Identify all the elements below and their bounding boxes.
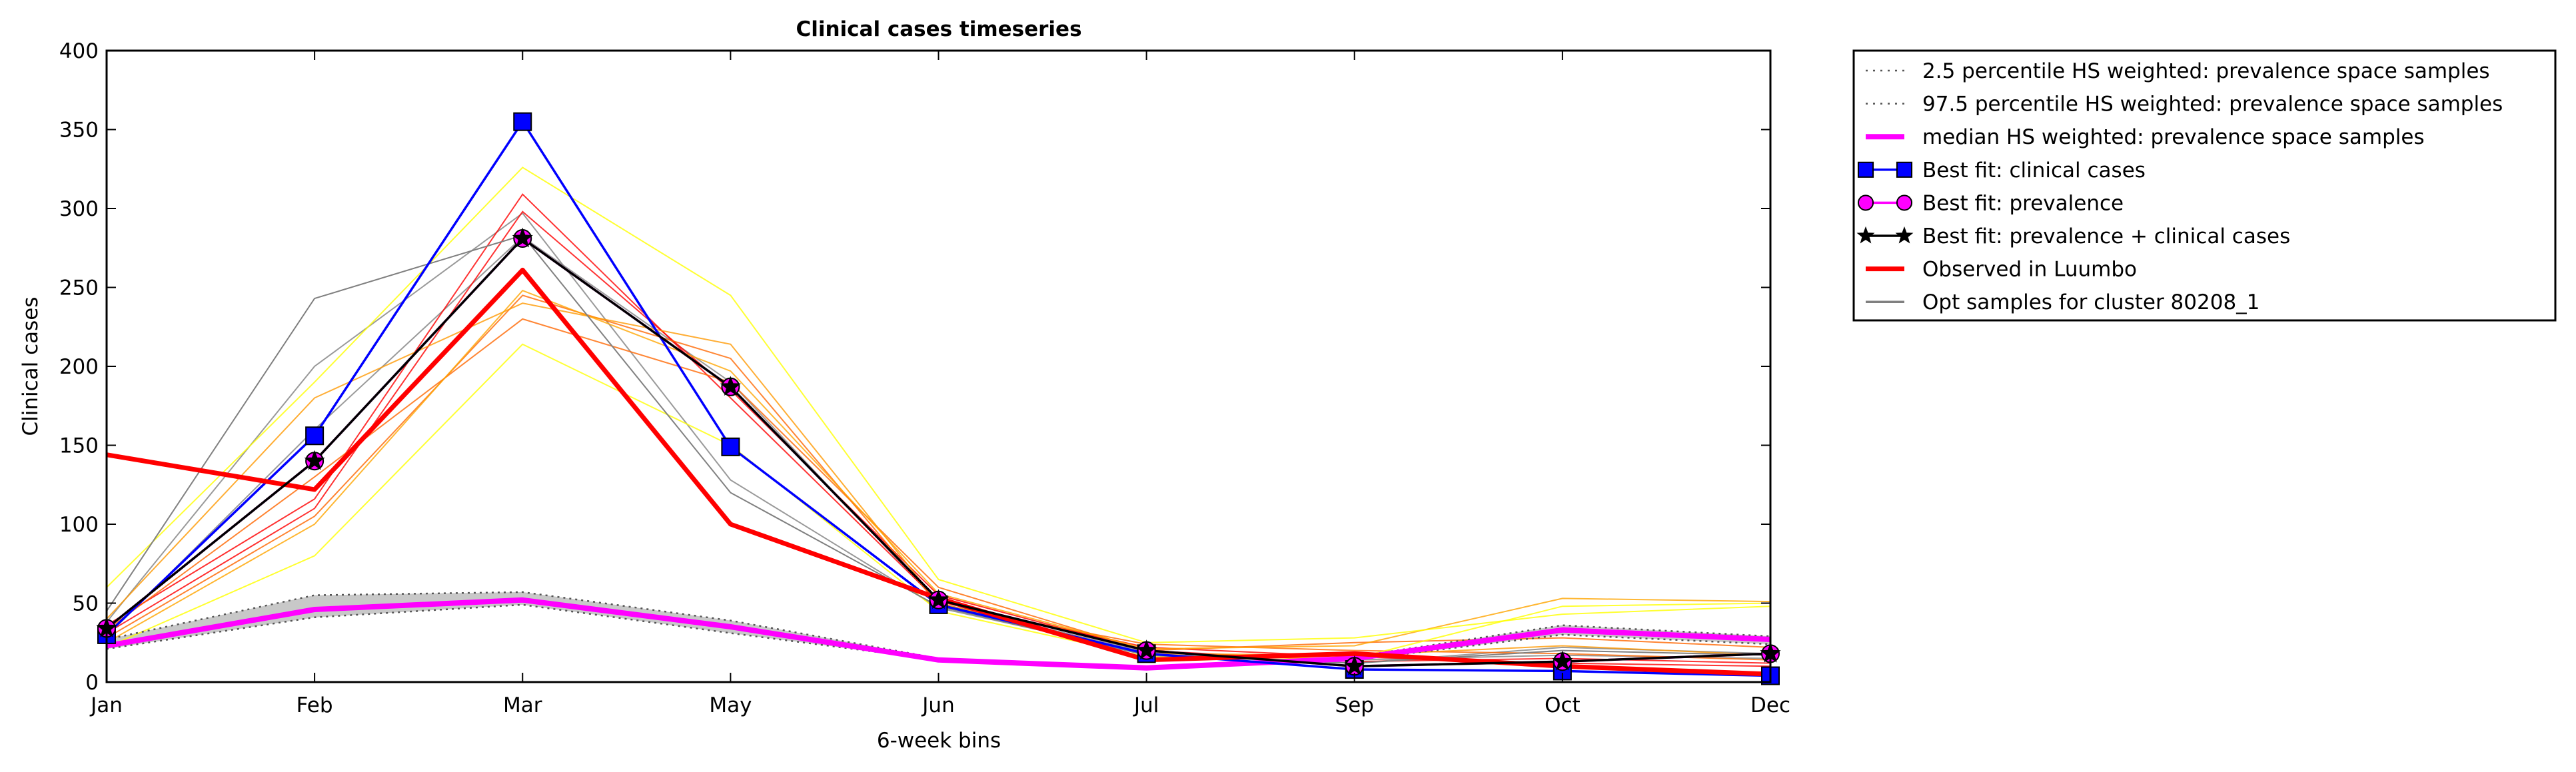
- series-6-point-5: [928, 589, 950, 609]
- legend-marker-5-start: [1857, 194, 1874, 211]
- y-tick-label: 50: [73, 592, 99, 616]
- series-markers: [96, 112, 1781, 685]
- x-tick-label: Feb: [297, 693, 333, 717]
- x-tick-label: Jun: [921, 693, 954, 717]
- legend-label-8: Opt samples for cluster 80208_1: [1922, 290, 2259, 314]
- legend-label-4: Best fit: clinical cases: [1922, 159, 2146, 183]
- series-4-point-4: [721, 437, 740, 456]
- x-tick-label: Oct: [1545, 693, 1581, 717]
- series-6-point-2: [304, 450, 325, 470]
- series-6-point-8: [1552, 650, 1573, 671]
- legend-frame: [1852, 49, 2557, 322]
- series-line-3: [107, 597, 1770, 671]
- y-tick-label: 350: [59, 119, 99, 143]
- y-tick-label: 250: [59, 276, 99, 300]
- series-6-point-7: [1344, 655, 1365, 675]
- legend-marker-4-end: [1896, 161, 1913, 178]
- y-tick-label: 400: [59, 39, 99, 63]
- x-tick-label: Jan: [89, 693, 123, 717]
- legend-marker-6-end: [1895, 226, 1914, 244]
- y-axis-label: Clinical cases: [19, 296, 43, 436]
- x-tick-label: Sep: [1335, 693, 1374, 717]
- legend-label-2: 97.5 percentile HS weighted: prevalence …: [1922, 93, 2503, 117]
- legend-marker-4-start: [1857, 161, 1874, 178]
- legend-marker-5-end: [1896, 194, 1913, 211]
- x-tick-label: Jul: [1133, 693, 1159, 717]
- y-tick-label: 300: [59, 197, 99, 221]
- x-axis-label: 6-week bins: [877, 729, 1001, 753]
- x-tick-label: Mar: [503, 693, 542, 717]
- y-tick-label: 0: [85, 671, 99, 695]
- legend-label-1: 2.5 percentile HS weighted: prevalence s…: [1922, 59, 2490, 83]
- series-6-point-4: [720, 376, 741, 396]
- legend-label-6: Best fit: prevalence + clinical cases: [1922, 224, 2290, 248]
- legend-marker-6-start: [1856, 226, 1875, 244]
- legend-label-7: Observed in Luumbo: [1922, 258, 2137, 282]
- series-4-point-3: [513, 112, 532, 131]
- x-tick-label: May: [709, 693, 752, 717]
- legend: 2.5 percentile HS weighted: prevalence s…: [1852, 49, 2557, 322]
- series-6-point-3: [512, 227, 533, 248]
- chart-title: Clinical cases timeseries: [796, 17, 1081, 41]
- series-4-point-2: [305, 426, 324, 446]
- y-tick-label: 200: [59, 355, 99, 379]
- y-tick-label: 100: [59, 513, 99, 537]
- sample-line-9: [107, 167, 1770, 643]
- y-tick-label: 150: [59, 434, 99, 458]
- series-line-2: [107, 591, 1770, 669]
- legend-label-5: Best fit: prevalence: [1922, 191, 2124, 215]
- x-tick-label: Dec: [1750, 693, 1790, 717]
- series-6-point-6: [1136, 639, 1157, 659]
- axis-ticks: Jan Feb Mar May Jun Jul Sep Oct Dec 0 50 100 150 200 2…: [59, 39, 1790, 717]
- legend-label-3: median HS weighted: prevalence space sam…: [1922, 125, 2425, 149]
